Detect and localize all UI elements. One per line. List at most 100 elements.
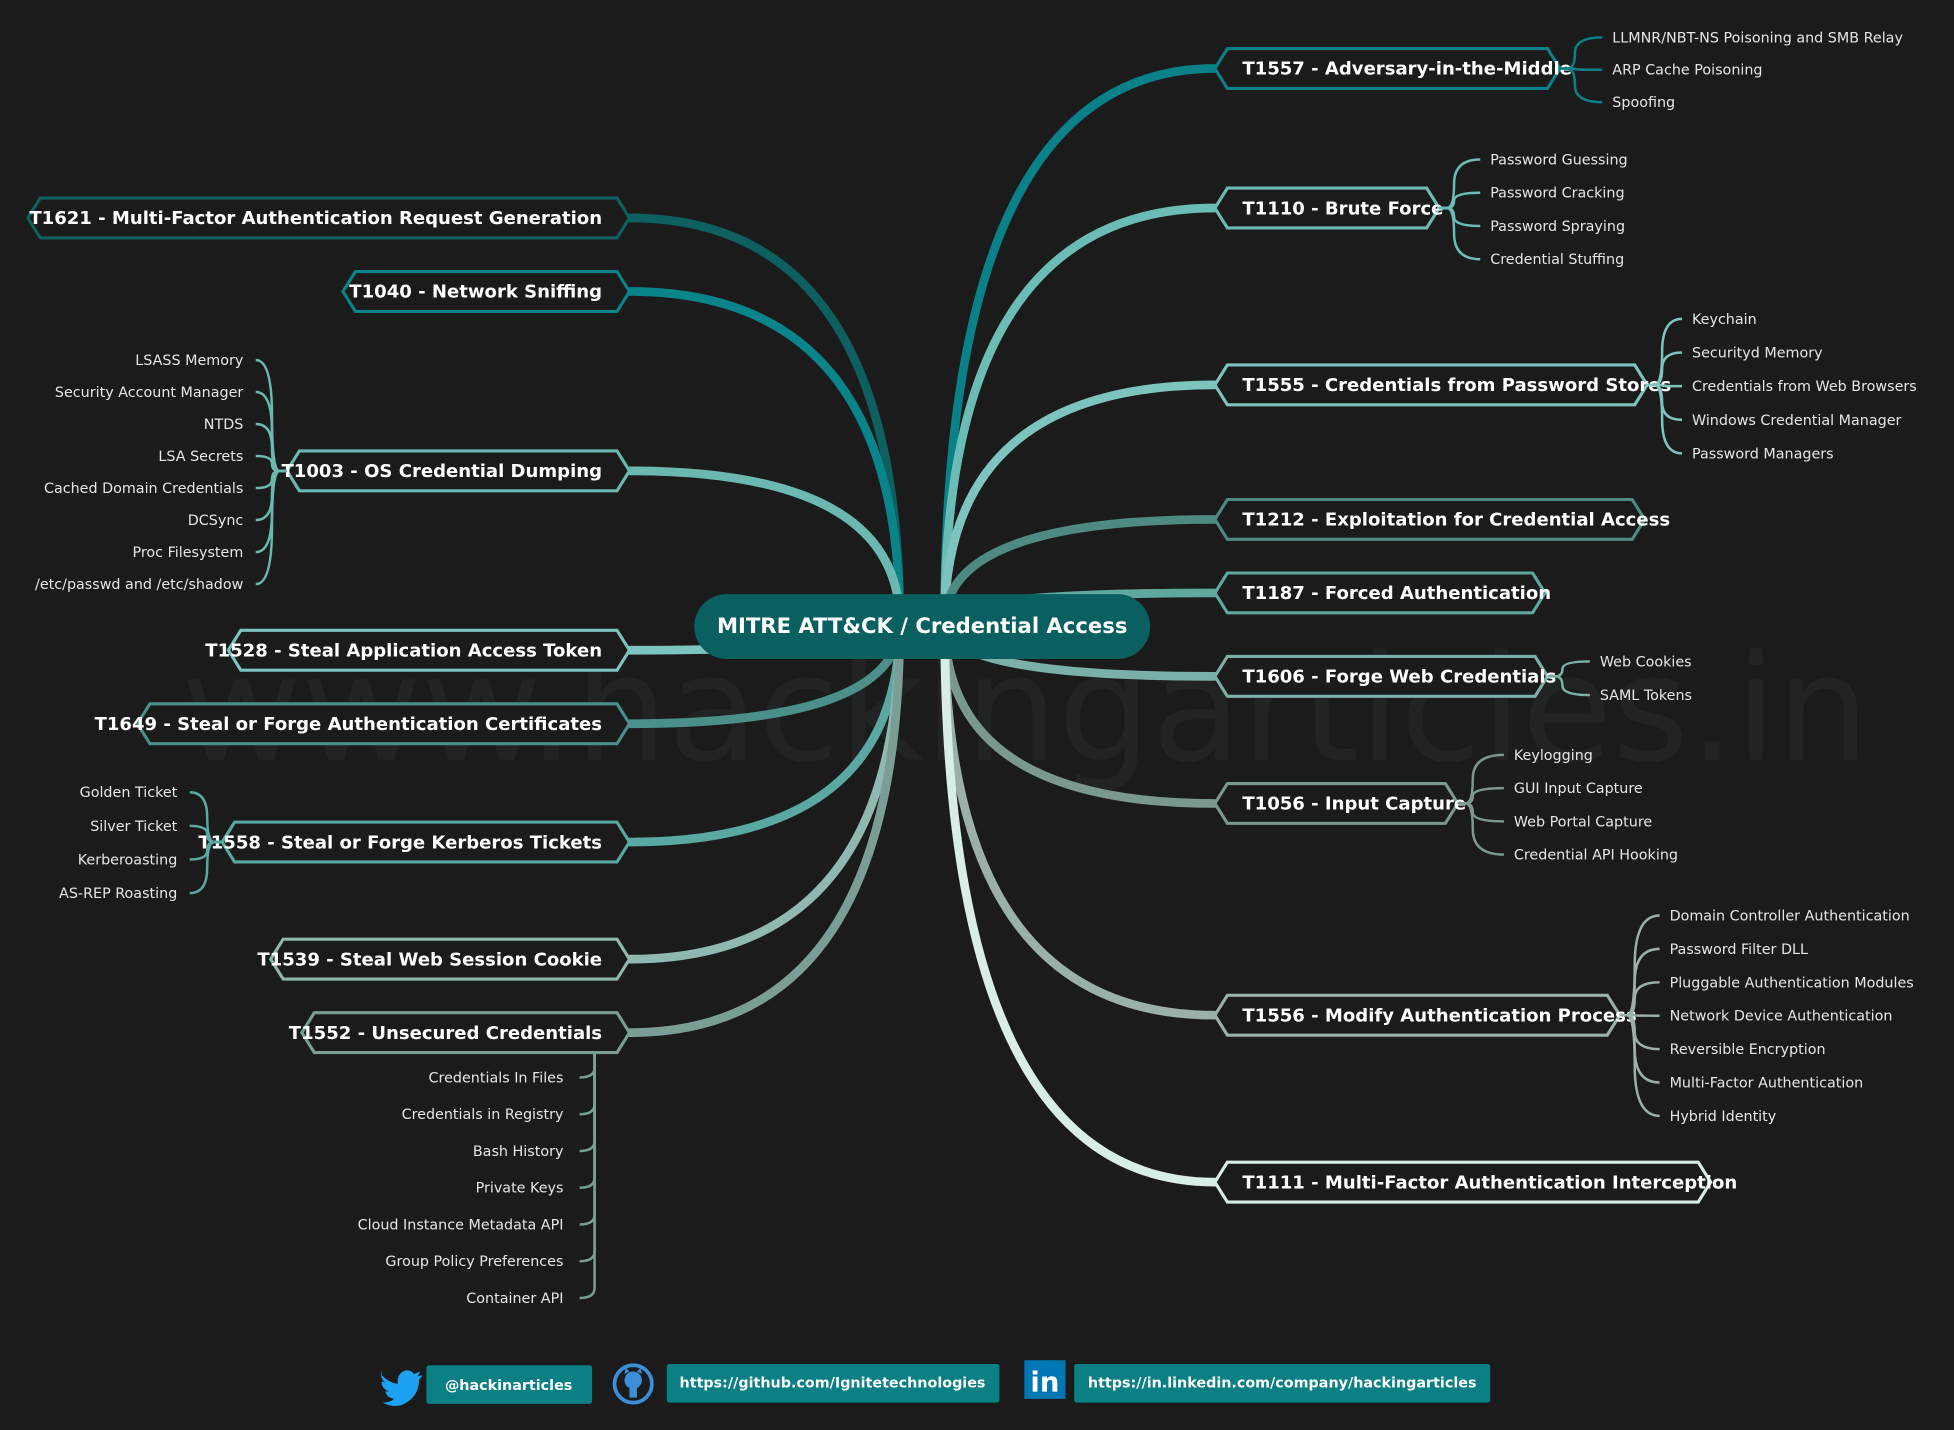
subtechnique[interactable]: Security Account Manager bbox=[55, 385, 244, 401]
subtechnique[interactable]: Credential API Hooking bbox=[1514, 848, 1678, 864]
topic-t1187[interactable]: T1187 - Forced Authentication bbox=[1213, 571, 1551, 615]
github-badge[interactable] bbox=[666, 1363, 1000, 1403]
subtechnique[interactable]: GUI Input Capture bbox=[1514, 781, 1643, 797]
topic-t1212[interactable]: T1212 - Exploitation for Credential Acce… bbox=[1213, 497, 1670, 541]
subtechnique[interactable]: Network Device Authentication bbox=[1670, 1009, 1893, 1025]
topic-t1606[interactable]: T1606 - Forge Web Credentials Web Cookies… bbox=[1213, 654, 1692, 704]
subtechnique[interactable]: Web Portal Capture bbox=[1514, 814, 1653, 830]
linkedin-link[interactable]: https://in.linkedin.com/company/hackinga… bbox=[1088, 1376, 1477, 1392]
subtechnique[interactable]: Container API bbox=[466, 1291, 563, 1307]
topic-t1040[interactable]: T1040 - Network Sniffing bbox=[341, 269, 632, 313]
subtechnique[interactable]: Credentials in Registry bbox=[402, 1107, 564, 1123]
topic-t1111[interactable]: T1111 - Multi-Factor Authentication Inte… bbox=[1213, 1160, 1737, 1204]
linkedin-icon: in bbox=[1024, 1360, 1066, 1399]
subtechnique[interactable]: Password Filter DLL bbox=[1670, 942, 1808, 958]
sub-connector bbox=[579, 1052, 596, 1116]
subtechnique[interactable]: Bash History bbox=[473, 1144, 564, 1160]
twitter-handle-badge[interactable] bbox=[426, 1365, 593, 1404]
subtechnique[interactable]: Hybrid Identity bbox=[1670, 1109, 1777, 1125]
subtechnique[interactable]: Web Cookies bbox=[1600, 654, 1692, 670]
subtechnique[interactable]: Password Managers bbox=[1692, 446, 1834, 462]
sub-connector bbox=[1559, 67, 1603, 104]
topic-title: T1552 - Unsecured Credentials bbox=[289, 1023, 602, 1044]
subtechnique[interactable]: Private Keys bbox=[476, 1181, 564, 1197]
subtechnique[interactable]: Password Cracking bbox=[1490, 186, 1624, 202]
subtechnique[interactable]: Kerberoasting bbox=[78, 852, 178, 868]
subtechnique[interactable]: SAML Tokens bbox=[1600, 688, 1692, 704]
subtechnique[interactable]: LSA Secrets bbox=[158, 449, 243, 465]
topic-box bbox=[1213, 497, 1647, 541]
subtechnique[interactable]: Securityd Memory bbox=[1692, 346, 1823, 362]
topic-t1528[interactable]: T1528 - Steal Application Access Token bbox=[205, 628, 632, 672]
subtechnique[interactable]: Password Spraying bbox=[1490, 219, 1625, 235]
github-octocat-icon bbox=[612, 1363, 654, 1405]
subtechnique[interactable]: Credentials In Files bbox=[429, 1070, 564, 1086]
topic-title: T1558 - Steal or Forge Kerberos Tickets bbox=[198, 832, 602, 853]
subtechnique[interactable]: Domain Controller Authentication bbox=[1670, 909, 1910, 925]
topic-t1539[interactable]: T1539 - Steal Web Session Cookie bbox=[257, 937, 632, 981]
topic-t1555[interactable]: T1555 - Credentials from Password Stores… bbox=[1213, 312, 1917, 463]
topic-title: T1606 - Forge Web Credentials bbox=[1242, 667, 1556, 688]
linkedin-badge[interactable] bbox=[1074, 1363, 1491, 1403]
subtechnique[interactable]: /etc/passwd and /etc/shadow bbox=[35, 577, 244, 593]
topic-box bbox=[300, 1011, 632, 1055]
subtechnique[interactable]: Credential Stuffing bbox=[1490, 252, 1624, 268]
subtechnique[interactable]: Pluggable Authentication Modules bbox=[1670, 975, 1914, 991]
topic-title: T1111 - Multi-Factor Authentication Inte… bbox=[1242, 1172, 1737, 1193]
subtechnique[interactable]: Proc Filesystem bbox=[132, 545, 243, 561]
subtechnique[interactable]: Windows Credential Manager bbox=[1692, 413, 1902, 429]
sub-connector bbox=[1547, 675, 1590, 697]
twitter-handle-link[interactable]: @hackinarticles bbox=[445, 1378, 572, 1394]
topic-t1649[interactable]: T1649 - Steal or Forge Authentication Ce… bbox=[95, 702, 632, 746]
topic-box bbox=[135, 702, 632, 746]
subtechnique[interactable]: AS-REP Roasting bbox=[59, 886, 177, 902]
central-node-title: MITRE ATT&CK / Credential Access bbox=[717, 613, 1127, 638]
topic-t1552[interactable]: T1552 - Unsecured Credentials Credentials… bbox=[289, 1011, 632, 1307]
topic-t1110[interactable]: T1110 - Brute Force Password Guessing Pass… bbox=[1213, 152, 1628, 268]
sub-connector bbox=[1619, 914, 1660, 1017]
subtechnique[interactable]: Keylogging bbox=[1514, 748, 1593, 764]
subtechnique[interactable]: Silver Ticket bbox=[90, 819, 177, 835]
topic-box bbox=[25, 196, 632, 240]
subtechnique[interactable]: Cached Domain Credentials bbox=[44, 481, 243, 497]
subtechnique[interactable]: Keychain bbox=[1692, 312, 1757, 328]
topic-title: T1621 - Multi-Factor Authentication Requ… bbox=[29, 208, 602, 229]
sub-connector bbox=[1439, 206, 1481, 261]
topic-t1003[interactable]: T1003 - OS Credential Dumping LSASS Memor… bbox=[35, 353, 632, 593]
topic-box bbox=[268, 937, 632, 981]
svg-text:in: in bbox=[1030, 1367, 1059, 1398]
topic-box bbox=[1213, 1160, 1713, 1204]
topic-t1621[interactable]: T1621 - Multi-Factor Authentication Requ… bbox=[25, 196, 632, 240]
subtechnique[interactable]: Password Guessing bbox=[1490, 152, 1627, 168]
topic-box bbox=[220, 820, 632, 864]
central-node[interactable]: MITRE ATT&CK / Credential Access bbox=[694, 594, 1151, 659]
footer: @hackinarticles https://github.com/Ignit… bbox=[380, 1360, 1491, 1406]
subtechnique[interactable]: Reversible Encryption bbox=[1670, 1042, 1826, 1058]
sub-connector bbox=[579, 1052, 596, 1263]
branch-connectors bbox=[625, 64, 1220, 1187]
topic-t1558[interactable]: T1558 - Steal or Forge Kerberos Tickets G… bbox=[59, 785, 632, 902]
topic-t1557[interactable]: T1557 - Adversary-in-the-Middle LLMNR/NBT… bbox=[1213, 30, 1904, 111]
topic-title: T1557 - Adversary-in-the-Middle bbox=[1242, 59, 1572, 80]
subtechnique[interactable]: Golden Ticket bbox=[80, 785, 178, 801]
subtechnique[interactable]: Cloud Instance Metadata API bbox=[358, 1217, 564, 1233]
subtechnique[interactable]: Spoofing bbox=[1612, 95, 1675, 111]
topic-t1056[interactable]: T1056 - Input Capture Keylogging GUI Input… bbox=[1213, 748, 1678, 864]
topic-title: T1187 - Forced Authentication bbox=[1242, 583, 1551, 604]
github-link[interactable]: https://github.com/Ignitetechnologies bbox=[680, 1376, 986, 1392]
subtechnique[interactable]: LSASS Memory bbox=[135, 353, 244, 369]
topic-t1556[interactable]: T1556 - Modify Authentication Process Dom… bbox=[1213, 909, 1914, 1125]
subtechnique[interactable]: Credentials from Web Browsers bbox=[1692, 379, 1917, 395]
topic-title: T1040 - Network Sniffing bbox=[349, 282, 602, 303]
topic-title: T1649 - Steal or Forge Authentication Ce… bbox=[95, 714, 603, 735]
twitter-bird-icon bbox=[380, 1370, 423, 1406]
branch-line bbox=[940, 64, 1220, 628]
subtechnique[interactable]: NTDS bbox=[204, 417, 244, 433]
subtechnique[interactable]: Group Policy Preferences bbox=[385, 1254, 563, 1270]
subtechnique[interactable]: ARP Cache Poisoning bbox=[1612, 63, 1762, 79]
subtechnique[interactable]: LLMNR/NBT-NS Poisoning and SMB Relay bbox=[1612, 30, 1903, 46]
subtechnique[interactable]: Multi-Factor Authentication bbox=[1670, 1075, 1864, 1091]
subtechnique[interactable]: DCSync bbox=[188, 513, 244, 529]
topic-box bbox=[226, 628, 632, 672]
